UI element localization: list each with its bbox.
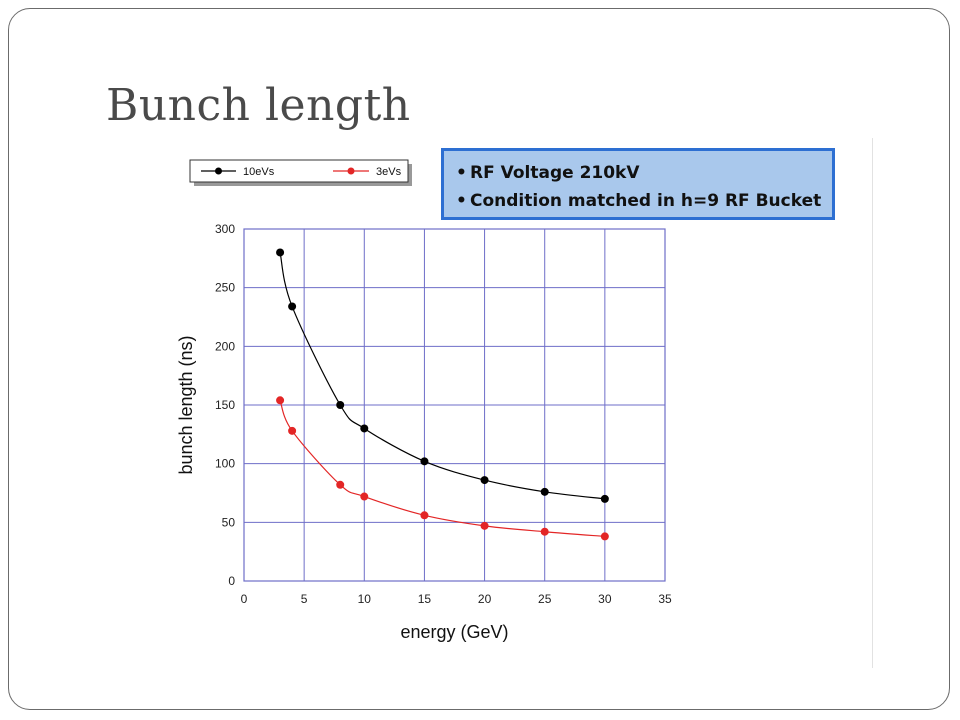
series-layer (276, 248, 609, 541)
data-point-10evs (360, 424, 369, 433)
legend-marker-3evs (347, 167, 355, 175)
data-point-3evs (276, 396, 285, 405)
data-point-10evs (336, 401, 345, 409)
y-tick-label: 0 (228, 574, 235, 588)
series-line-3evs (279, 400, 605, 538)
data-point-10evs (600, 494, 609, 503)
data-point-3evs (288, 426, 297, 435)
x-tick-label: 15 (418, 592, 432, 606)
legend-label-3evs: 3eVs (376, 166, 402, 178)
x-tick-label: 20 (478, 592, 492, 606)
x-tick-label: 25 (538, 592, 552, 606)
data-point-10evs (288, 302, 297, 311)
x-tick-label: 30 (598, 592, 612, 606)
chart-legend: 10eVs 3eVs (189, 159, 412, 186)
x-tick-label: 10 (358, 592, 372, 606)
data-point-10evs (480, 476, 489, 485)
figure-panel (148, 138, 874, 668)
y-tick-label: 300 (215, 222, 235, 236)
data-point-10evs (276, 248, 285, 257)
data-point-3evs (480, 521, 489, 530)
info-text-condition: Condition matched in h=9 RF Bucket (470, 191, 822, 211)
info-line-condition: • Condition matched in h=9 RF Bucket (456, 191, 822, 211)
legend-box (189, 159, 409, 183)
y-axis-label: bunch length (ns) (176, 335, 196, 474)
data-point-10evs (540, 487, 549, 496)
data-point-10evs (420, 457, 429, 466)
y-tick-label: 200 (215, 339, 235, 353)
figure-edge (872, 138, 873, 668)
y-tick-label: 50 (222, 515, 236, 529)
info-box: • RF Voltage 210kV • Condition matched in … (441, 148, 835, 220)
y-tick-label: 100 (215, 457, 235, 471)
y-tick-label: 150 (215, 398, 235, 412)
data-point-3evs (420, 511, 429, 520)
x-tick-label: 35 (658, 592, 672, 606)
x-tick-label: 0 (241, 592, 248, 606)
data-point-3evs (360, 492, 369, 501)
legend-marker-10evs (215, 167, 222, 175)
y-tick-label: 250 (215, 281, 235, 295)
data-point-3evs (600, 532, 609, 541)
axis-ticks: 0 5 10 15 20 25 30 35 0 50 100 150 200 250 300 (215, 222, 672, 606)
plot-frame (243, 228, 666, 582)
slide-title: Bunch length (106, 80, 411, 131)
legend-label-10evs: 10eVs (243, 166, 275, 178)
x-axis-label: energy (GeV) (400, 622, 508, 642)
info-line-voltage: • RF Voltage 210kV (456, 163, 640, 183)
data-point-3evs (336, 480, 345, 489)
data-point-3evs (540, 527, 549, 536)
chart-grid (244, 229, 665, 581)
info-text-voltage: RF Voltage 210kV (470, 163, 640, 183)
x-tick-label: 5 (301, 592, 308, 606)
series-line-10evs (279, 252, 605, 500)
